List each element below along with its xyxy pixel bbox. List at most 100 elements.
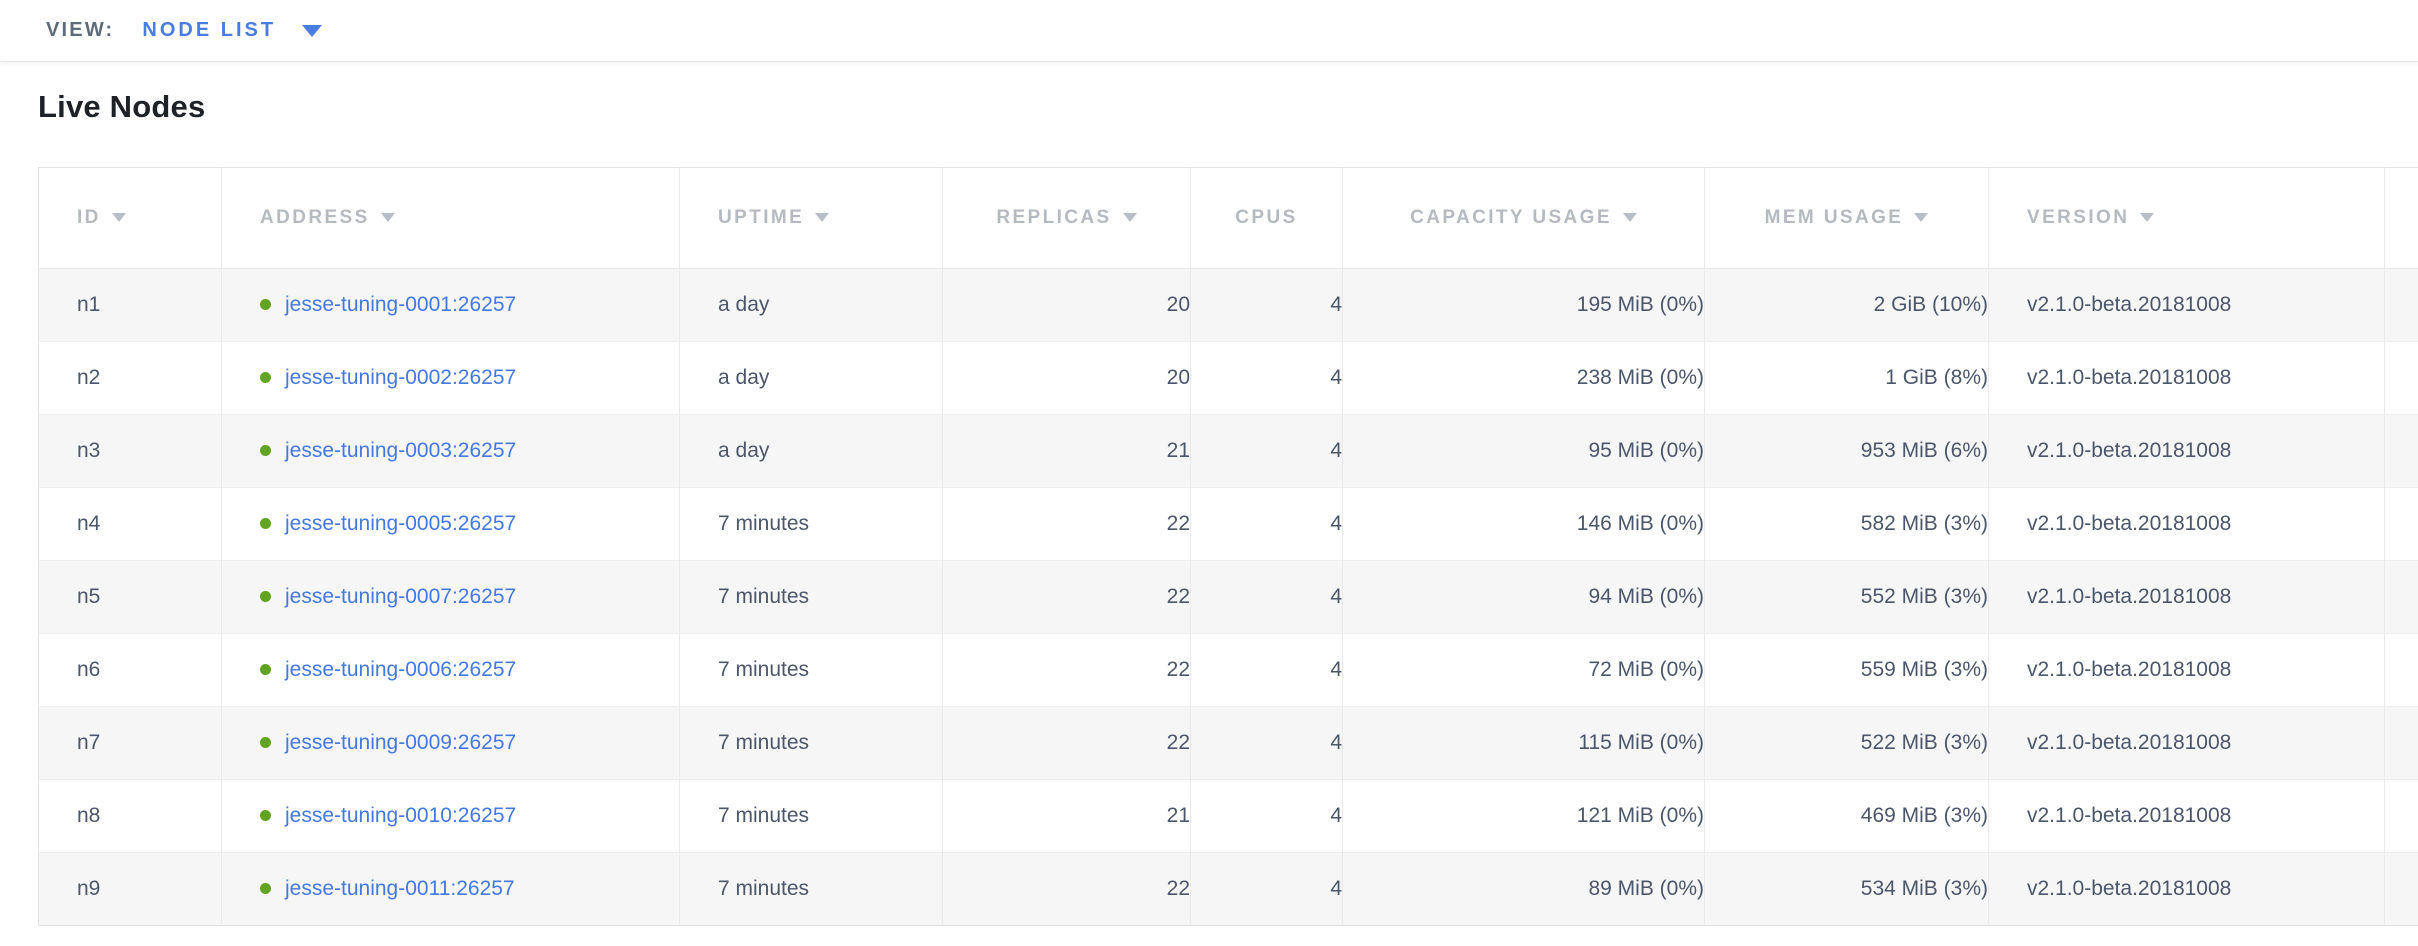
- sort-arrow-icon: [2140, 213, 2155, 222]
- column-header-version[interactable]: VERSION: [1988, 167, 2385, 269]
- replicas-cell: 22: [942, 487, 1191, 561]
- capacity-usage-cell: 72 MiB (0%): [1342, 633, 1705, 707]
- table-row: n6 jesse-tuning-0006:26257 7 minutes 22 …: [38, 633, 2418, 707]
- view-selector-value: NODE LIST: [142, 19, 277, 41]
- capacity-usage-cell: 115 MiB (0%): [1342, 706, 1705, 780]
- mem-usage-cell: 953 MiB (6%): [1704, 414, 1989, 488]
- table-body: n1 jesse-tuning-0001:26257 a day 20 4 19…: [38, 268, 2418, 926]
- cpus-cell: 4: [1190, 633, 1343, 707]
- column-header-replicas[interactable]: REPLICAS: [942, 167, 1191, 269]
- mem-usage-cell: 582 MiB (3%): [1704, 487, 1989, 561]
- column-header-cpus: CPUS: [1190, 167, 1343, 269]
- address-link[interactable]: jesse-tuning-0001:26257: [285, 293, 517, 316]
- view-label: VIEW:: [46, 19, 115, 41]
- column-header-label: UPTIME: [718, 207, 805, 228]
- view-selector-dropdown[interactable]: NODE LIST: [142, 19, 323, 42]
- status-live-dot-icon: [260, 298, 271, 310]
- version-cell: v2.1.0-beta.20181008: [1988, 852, 2385, 926]
- status-live-dot-icon: [260, 882, 271, 894]
- cpus-cell: 4: [1190, 560, 1343, 634]
- mem-usage-cell: 552 MiB (3%): [1704, 560, 1989, 634]
- status-live-dot-icon: [260, 517, 271, 529]
- sort-arrow-icon: [111, 213, 126, 222]
- capacity-usage-cell: 94 MiB (0%): [1342, 560, 1705, 634]
- status-live-dot-icon: [260, 371, 271, 383]
- address-link[interactable]: jesse-tuning-0006:26257: [285, 658, 517, 681]
- version-cell: v2.1.0-beta.20181008: [1988, 487, 2385, 561]
- column-header-mem-usage[interactable]: MEM USAGE: [1704, 167, 1989, 269]
- node-id-cell: n4: [38, 487, 222, 561]
- node-id-cell: n3: [38, 414, 222, 488]
- address-link[interactable]: jesse-tuning-0009:26257: [285, 731, 517, 754]
- logs-cell: Logs: [2384, 487, 2418, 561]
- cpus-cell: 4: [1190, 414, 1343, 488]
- triangle-down-icon: [302, 24, 323, 37]
- node-id-cell: n5: [38, 560, 222, 634]
- capacity-usage-cell: 121 MiB (0%): [1342, 779, 1705, 853]
- address-link[interactable]: jesse-tuning-0005:26257: [285, 512, 517, 535]
- replicas-cell: 20: [942, 341, 1191, 415]
- uptime-cell: a day: [679, 268, 943, 342]
- address-cell: jesse-tuning-0011:26257: [221, 852, 680, 926]
- replicas-cell: 22: [942, 706, 1191, 780]
- cpus-cell: 4: [1190, 268, 1343, 342]
- status-live-dot-icon: [260, 663, 271, 675]
- capacity-usage-cell: 146 MiB (0%): [1342, 487, 1705, 561]
- status-live-dot-icon: [260, 590, 271, 602]
- cpus-cell: 4: [1190, 487, 1343, 561]
- status-live-dot-icon: [260, 809, 271, 821]
- logs-cell: Logs: [2384, 633, 2418, 707]
- version-cell: v2.1.0-beta.20181008: [1988, 633, 2385, 707]
- column-header-uptime[interactable]: UPTIME: [679, 167, 943, 269]
- cpus-cell: 4: [1190, 706, 1343, 780]
- table-row: n7 jesse-tuning-0009:26257 7 minutes 22 …: [38, 706, 2418, 780]
- column-header-logs: LOGS: [2384, 167, 2418, 269]
- column-header-capacity-usage[interactable]: CAPACITY USAGE: [1342, 167, 1705, 269]
- table-header: ID ADDRESS UPTIME REPLICAS CPUS CAPACITY…: [38, 167, 2418, 269]
- cpus-cell: 4: [1190, 779, 1343, 853]
- column-header-address[interactable]: ADDRESS: [221, 167, 680, 269]
- live-nodes-table: ID ADDRESS UPTIME REPLICAS CPUS CAPACITY…: [38, 167, 2418, 926]
- version-cell: v2.1.0-beta.20181008: [1988, 341, 2385, 415]
- column-header-id[interactable]: ID: [38, 167, 222, 269]
- logs-cell: Logs: [2384, 341, 2418, 415]
- column-header-label: ADDRESS: [260, 207, 370, 228]
- replicas-cell: 21: [942, 779, 1191, 853]
- mem-usage-cell: 522 MiB (3%): [1704, 706, 1989, 780]
- logs-cell: Logs: [2384, 706, 2418, 780]
- logs-cell: Logs: [2385, 269, 2418, 342]
- column-header-label: MEM USAGE: [1764, 207, 1904, 228]
- node-id-cell: n6: [38, 633, 222, 707]
- version-cell: v2.1.0-beta.20181008: [1988, 706, 2385, 780]
- mem-usage-cell: 469 MiB (3%): [1704, 779, 1989, 853]
- address-link[interactable]: jesse-tuning-0003:26257: [285, 439, 517, 462]
- sort-arrow-icon: [1622, 213, 1637, 222]
- column-header-label: CAPACITY USAGE: [1410, 207, 1612, 228]
- version-cell: v2.1.0-beta.20181008: [1988, 268, 2385, 342]
- uptime-cell: 7 minutes: [679, 487, 943, 561]
- version-cell: v2.1.0-beta.20181008: [1988, 779, 2385, 853]
- uptime-cell: 7 minutes: [679, 706, 943, 780]
- address-cell: jesse-tuning-0010:26257: [221, 779, 680, 853]
- node-id-cell: n8: [38, 779, 222, 853]
- replicas-cell: 20: [942, 268, 1191, 342]
- address-link[interactable]: jesse-tuning-0010:26257: [285, 804, 517, 827]
- version-cell: v2.1.0-beta.20181008: [1988, 560, 2385, 634]
- cpus-cell: 4: [1190, 341, 1343, 415]
- mem-usage-cell: 1 GiB (8%): [1704, 341, 1989, 415]
- address-link[interactable]: jesse-tuning-0002:26257: [285, 366, 517, 389]
- address-link[interactable]: jesse-tuning-0011:26257: [285, 877, 515, 900]
- node-id-cell: n7: [38, 706, 222, 780]
- address-link[interactable]: jesse-tuning-0007:26257: [285, 585, 517, 608]
- uptime-cell: a day: [679, 414, 943, 488]
- mem-usage-cell: 559 MiB (3%): [1704, 633, 1989, 707]
- sort-arrow-icon: [1122, 213, 1137, 222]
- table-row: n4 jesse-tuning-0005:26257 7 minutes 22 …: [38, 487, 2418, 561]
- cpus-cell: 4: [1190, 852, 1343, 926]
- uptime-cell: a day: [679, 341, 943, 415]
- uptime-cell: 7 minutes: [679, 633, 943, 707]
- uptime-cell: 7 minutes: [679, 852, 943, 926]
- logs-cell: Logs: [2384, 560, 2418, 634]
- view-bar: VIEW: NODE LIST: [0, 0, 2418, 62]
- table-row: n8 jesse-tuning-0010:26257 7 minutes 21 …: [38, 779, 2418, 853]
